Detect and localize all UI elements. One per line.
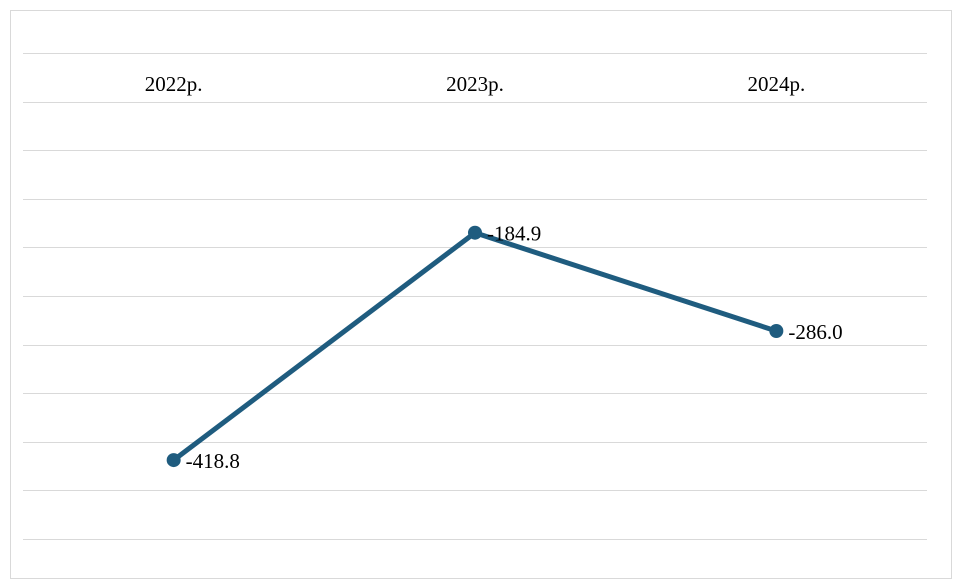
series-line xyxy=(171,230,779,463)
data-point xyxy=(769,323,784,338)
data-point xyxy=(166,453,181,468)
chart-area: 2022р. 2023р. 2024р. -418.8 -184.9 -286.0 xyxy=(10,10,952,579)
category-label: 2024р. xyxy=(747,72,805,96)
line-chart: 2022р. 2023р. 2024р. -418.8 -184.9 -286.0 xyxy=(23,53,927,540)
data-label: -184.9 xyxy=(487,222,541,246)
category-label: 2022р. xyxy=(145,72,203,96)
data-label: -286.0 xyxy=(788,320,842,344)
category-label: 2023р. xyxy=(446,72,504,96)
data-point xyxy=(468,225,482,240)
data-label: -418.8 xyxy=(186,449,240,473)
